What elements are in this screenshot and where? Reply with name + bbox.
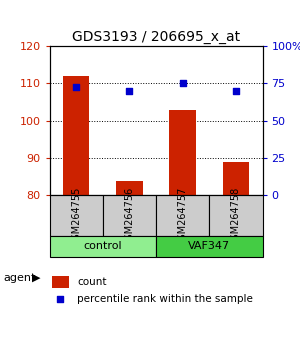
Title: GDS3193 / 206695_x_at: GDS3193 / 206695_x_at — [72, 30, 240, 44]
Text: VAF347: VAF347 — [188, 241, 230, 251]
Bar — [103, 195, 156, 236]
Bar — [156, 236, 262, 257]
Bar — [156, 195, 209, 236]
Bar — [52, 276, 69, 288]
Bar — [116, 181, 143, 195]
Text: GSM264758: GSM264758 — [231, 186, 241, 246]
Bar — [50, 195, 103, 236]
Point — [180, 81, 185, 86]
Text: GSM264756: GSM264756 — [124, 186, 134, 246]
Point — [58, 296, 63, 302]
Bar — [223, 162, 249, 195]
Text: agent: agent — [3, 273, 35, 283]
Point — [74, 84, 79, 90]
Text: GSM264755: GSM264755 — [71, 186, 81, 246]
Text: ▶: ▶ — [32, 273, 40, 283]
Bar — [63, 76, 89, 195]
Bar — [50, 236, 156, 257]
Text: count: count — [77, 277, 107, 287]
Text: percentile rank within the sample: percentile rank within the sample — [77, 294, 253, 304]
Text: control: control — [83, 241, 122, 251]
Bar — [209, 195, 262, 236]
Text: GSM264757: GSM264757 — [178, 186, 188, 246]
Bar — [169, 109, 196, 195]
Point — [127, 88, 132, 94]
Point — [233, 88, 238, 94]
